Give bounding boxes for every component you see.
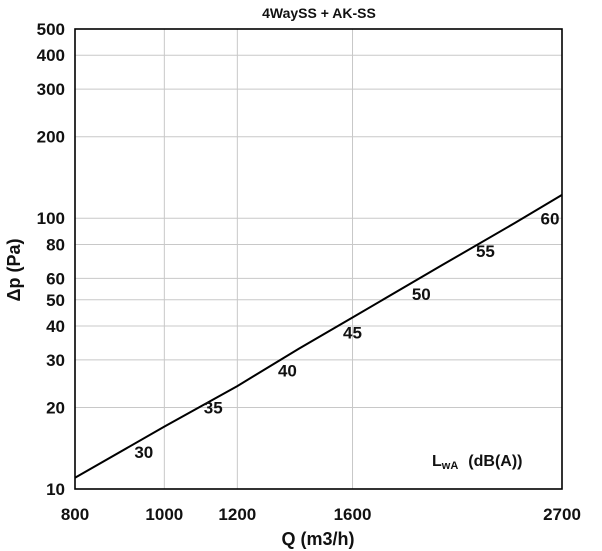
x-tick-label-2700: 2700 [543, 505, 581, 524]
series-group [74, 194, 563, 479]
y-tick-label-400: 400 [37, 46, 65, 65]
y-tick-label-60: 60 [46, 269, 65, 288]
y-tick-label-10: 10 [46, 480, 65, 499]
sound-level-label-60: 60 [540, 209, 559, 228]
y-tick-label-200: 200 [37, 128, 65, 147]
sound-level-label-35: 35 [204, 399, 223, 418]
series-line-0 [74, 194, 563, 479]
legend-label: LwA (dB(A)) [432, 453, 522, 472]
y-tick-labels: 10 20 30 40 50 60 80 100 200 300 400 500 [37, 20, 65, 499]
sound-level-labels: 30 35 40 45 50 55 60 [134, 209, 559, 462]
plot-frame [74, 28, 563, 490]
sound-level-label-45: 45 [343, 323, 362, 342]
x-tick-label-1000: 1000 [145, 505, 183, 524]
legend-main: L [432, 453, 442, 470]
x-axis-title: Q (m3/h) [281, 529, 354, 549]
sound-level-label-50: 50 [412, 285, 431, 304]
y-tick-label-40: 40 [46, 317, 65, 336]
legend-sub: wA [441, 460, 459, 472]
chart-title: 4WaySS + AK-SS [262, 5, 376, 21]
sound-level-label-55: 55 [476, 242, 495, 261]
y-tick-label-20: 20 [46, 398, 65, 417]
y-tick-label-30: 30 [46, 351, 65, 370]
y-tick-label-500: 500 [37, 20, 65, 39]
sound-level-label-40: 40 [278, 362, 297, 381]
sound-level-label-30: 30 [134, 443, 153, 462]
x-tick-label-1200: 1200 [218, 505, 256, 524]
y-axis-title: Δp (Pa) [4, 239, 24, 302]
x-tick-label-1600: 1600 [334, 505, 372, 524]
y-tick-label-300: 300 [37, 80, 65, 99]
y-tick-label-80: 80 [46, 235, 65, 254]
x-tick-labels: 800 1000 1200 1600 2700 [61, 505, 581, 524]
y-tick-label-50: 50 [46, 291, 65, 310]
y-tick-label-100: 100 [37, 209, 65, 228]
legend-unit: (dB(A)) [468, 453, 522, 470]
x-tick-label-800: 800 [61, 505, 89, 524]
